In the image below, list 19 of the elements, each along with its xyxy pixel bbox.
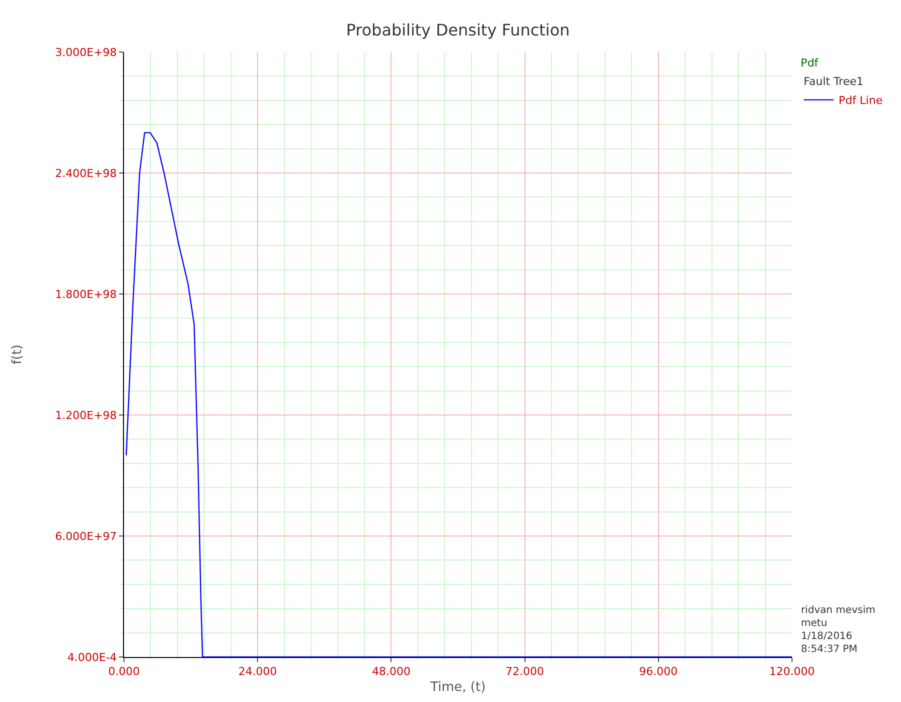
y-axis-title: f(t) [10,344,26,364]
text: Fault Tree1 [804,75,864,88]
x-tick-label: 72.000 [506,665,544,678]
x-tick-label: 48.000 [372,665,410,678]
y-tick-label: 6.000E+97 [55,530,117,543]
chart-title: Probability Density Function [346,20,570,40]
text: ridvan mevsim metu 1/18/2016 8:54:37 PM [801,605,876,655]
y-tick-label: 2.400E+98 [55,166,117,180]
x-tick-label: 24.000 [238,665,277,678]
x-axis-title: Time, (t) [429,680,486,695]
legend-title: Pdf [800,56,820,70]
x-tick-label: 0.000 [108,665,140,678]
y-tick-label: 3.000E+98 [55,46,117,59]
y-tick-label: 1.200E+98 [55,408,117,422]
x-tick-label: 96.000 [639,665,678,678]
legend-label: Pdf Line [838,94,883,108]
y-tick-label: 1.800E+98 [55,288,117,301]
y-tick-label: 4.000E-4 [67,650,117,664]
x-tick-label: 120.000 [769,665,815,678]
